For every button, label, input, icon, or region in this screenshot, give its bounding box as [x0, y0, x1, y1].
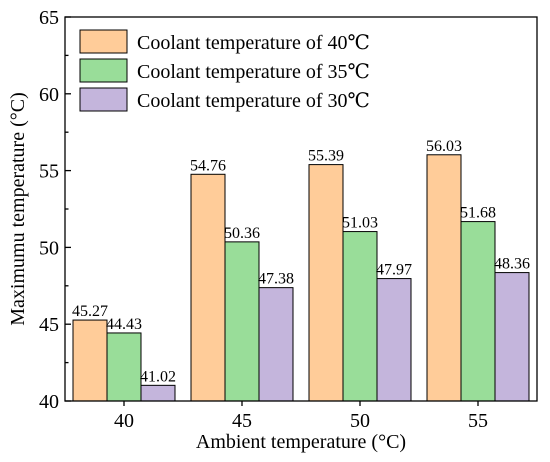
legend-swatch-1 [79, 29, 128, 54]
data-label: 54.76 [190, 157, 226, 174]
bar-series-3-40 [140, 384, 176, 402]
legend-label-3: Coolant temperature of 30℃ [137, 90, 370, 112]
bar-series-3-45 [258, 287, 294, 402]
x-axis: 40 45 50 55 [114, 401, 488, 432]
data-labels-layer: 45.27 54.76 55.39 56.03 44.43 50.36 51.03 51.68… [72, 138, 530, 386]
data-label: 41.02 [140, 368, 176, 385]
bar-series-1-55 [426, 154, 462, 402]
bar-series-3-50 [376, 278, 412, 402]
bar-series-3-55 [494, 272, 530, 402]
data-label: 56.03 [426, 138, 462, 155]
data-label: 51.03 [342, 215, 378, 232]
bar-series-1-40 [72, 319, 108, 402]
y-axis-title: Maximumu temperature (°C) [7, 92, 29, 326]
bar-series-2-55 [460, 221, 496, 402]
data-label: 48.36 [494, 256, 530, 273]
data-label: 47.97 [376, 262, 412, 279]
x-tick-label: 50 [350, 410, 370, 432]
y-tick-label: 50 [39, 237, 59, 259]
x-axis-title: Ambient temperature (°C) [196, 431, 406, 453]
x-tick-label: 40 [114, 410, 134, 432]
y-tick-label: 55 [39, 161, 59, 183]
data-label: 44.43 [106, 316, 142, 333]
legend: Coolant temperature of 40℃ Coolant temper… [79, 29, 370, 112]
legend-swatch-3 [79, 87, 128, 112]
x-tick-label: 55 [468, 410, 488, 432]
data-label: 51.68 [460, 205, 496, 222]
bar-series-2-45 [224, 241, 260, 402]
y-tick-label: 60 [39, 84, 59, 106]
data-label: 45.27 [72, 303, 108, 320]
y-axis: 40 45 50 55 60 65 [39, 7, 71, 413]
y-tick-label: 65 [39, 7, 59, 29]
bar-series-1-45 [190, 173, 226, 402]
bar-series-2-40 [106, 332, 142, 402]
y-tick-label: 45 [39, 314, 59, 336]
data-label: 47.38 [258, 271, 294, 288]
x-tick-label: 45 [232, 410, 252, 432]
bar-series-2-50 [342, 231, 378, 402]
bar-series-1-50 [308, 164, 344, 402]
y-tick-label: 40 [39, 391, 59, 413]
data-label: 55.39 [308, 148, 344, 165]
legend-swatch-2 [79, 58, 128, 83]
bars-layer [72, 154, 530, 402]
data-label: 50.36 [224, 225, 260, 242]
legend-label-2: Coolant temperature of 35℃ [137, 61, 370, 83]
legend-label-1: Coolant temperature of 40℃ [137, 32, 370, 54]
